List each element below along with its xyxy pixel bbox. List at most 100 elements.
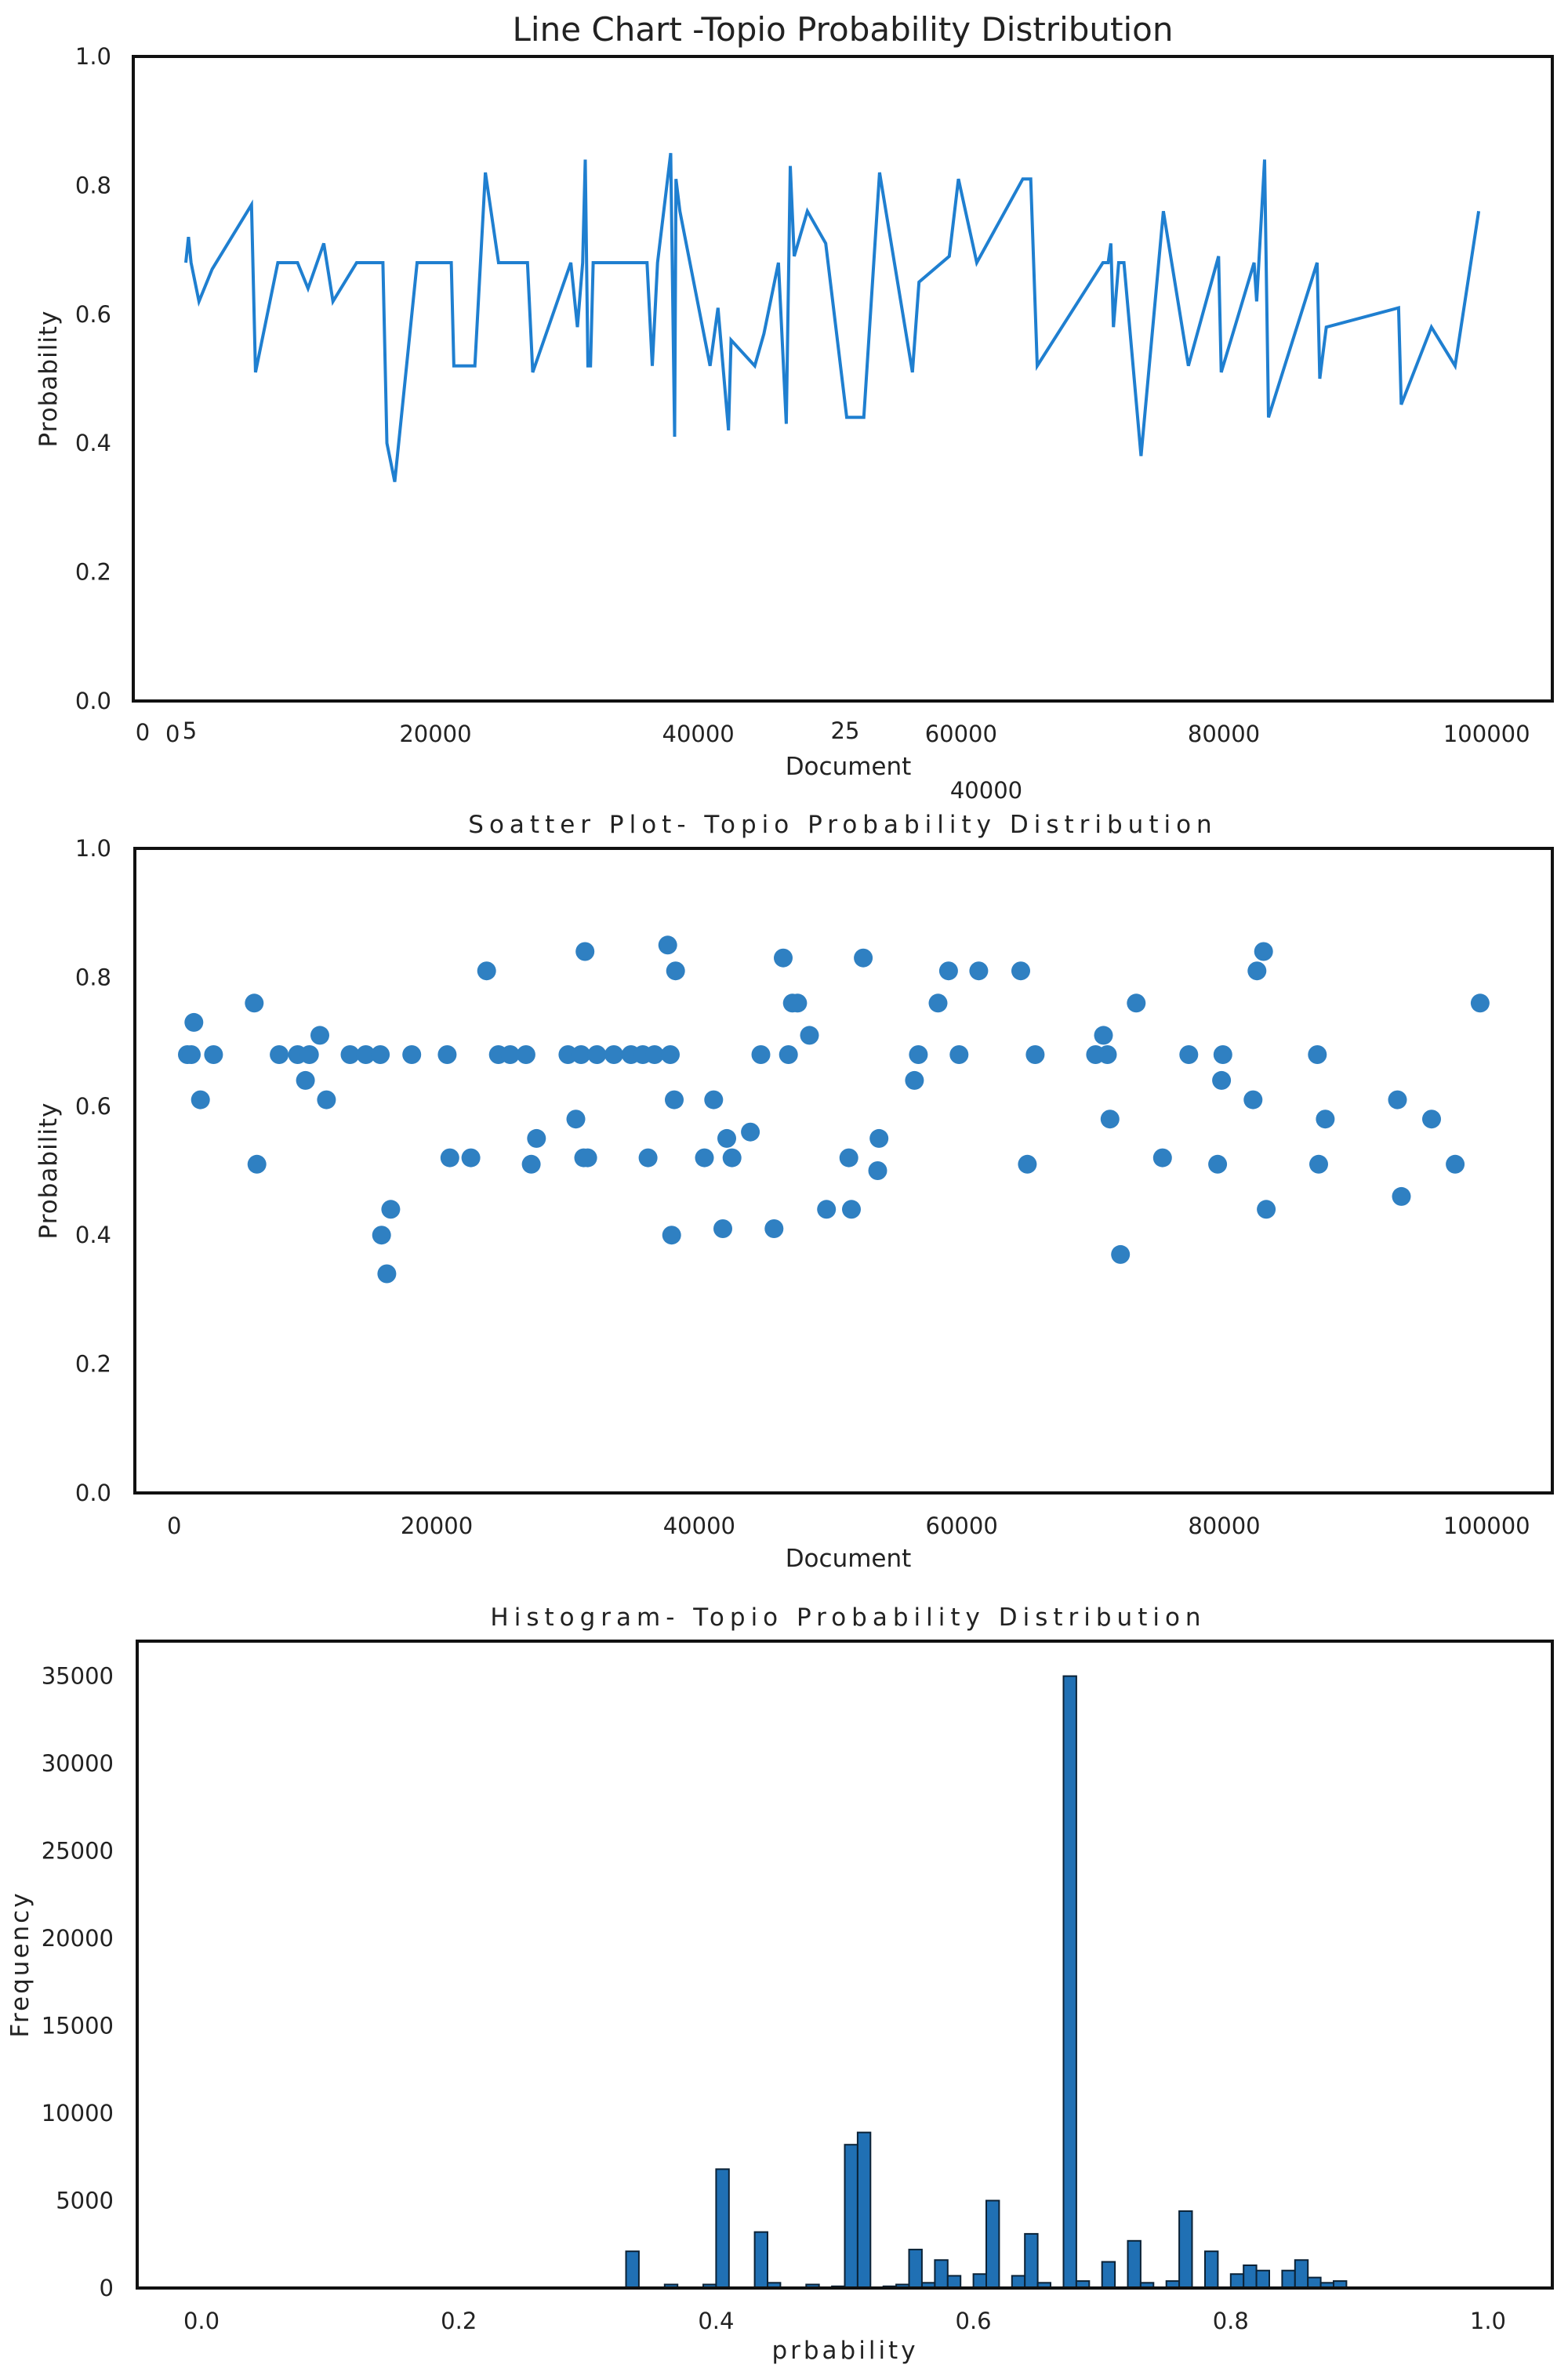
x-tick-label: 0 (167, 1513, 181, 1539)
histogram-bar (908, 2248, 923, 2289)
scatter-point (440, 1148, 459, 1168)
scatter-point (854, 948, 873, 968)
scatter-point (377, 1264, 397, 1284)
histogram-panel: Histogram- Topio Probability Distributio… (6, 1603, 1554, 2365)
line-chart-y-axis-label: Probability (34, 311, 63, 448)
histogram-x-ticks: 0.0 0.2 0.4 0.6 0.8 1.0 (183, 2308, 1506, 2334)
scatter-point (527, 1128, 546, 1148)
histogram-bar (1281, 2269, 1296, 2289)
scatter-plot-panel: Soatter Plot- Topio Probability Distribu… (34, 811, 1554, 1573)
scatter-point (868, 1161, 887, 1180)
line-chart-extra-x-label: 0 (136, 719, 150, 746)
scatter-point (817, 1200, 837, 1219)
scatter-point (928, 993, 948, 1013)
histogram-bar (1178, 2210, 1193, 2289)
line-chart-extra-x-label: 5 (183, 717, 197, 744)
line-chart-panel: Line Chart -Topio Probability Distributi… (34, 10, 1554, 804)
line-chart-title: Line Chart -Topio Probability Distributi… (513, 10, 1174, 49)
scatter-point (662, 1226, 681, 1245)
histogram-bar (1062, 1675, 1077, 2290)
histogram-y-axis-label: Frequency (6, 1890, 34, 2037)
scatter-point (779, 1045, 798, 1064)
scatter-plot-x-axis-label: Document (786, 1545, 912, 1573)
scatter-point (1213, 1045, 1232, 1064)
x-tick-label: 0.4 (698, 2308, 734, 2334)
scatter-point (572, 1045, 591, 1064)
scatter-point (1470, 993, 1490, 1013)
histogram-bar (946, 2275, 962, 2289)
scatter-point (665, 1090, 684, 1110)
x-tick-label: 0.6 (956, 2308, 992, 2334)
scatter-point (788, 993, 808, 1013)
y-tick-label: 0.0 (75, 688, 111, 714)
line-chart-frame (132, 55, 1554, 703)
scatter-point (310, 1026, 329, 1045)
y-tick-label: 0.2 (75, 1351, 111, 1378)
scatter-point (372, 1226, 391, 1245)
scatter-point (722, 1148, 742, 1168)
scatter-point (842, 1200, 861, 1219)
histogram-bar (1294, 2259, 1309, 2290)
scatter-point (1392, 1186, 1411, 1206)
scatter-point (521, 1154, 541, 1174)
scatter-point (1212, 1070, 1232, 1090)
y-tick-label: 30000 (42, 1750, 114, 1777)
scatter-point (340, 1045, 360, 1064)
histogram-marks (625, 1675, 1348, 2290)
scatter-point (751, 1045, 771, 1064)
scatter-plot-frame (133, 847, 1554, 1495)
histogram-title: Histogram- Topio Probability Distributio… (490, 1603, 1206, 1632)
scatter-point (1254, 942, 1273, 961)
scatter-point (938, 961, 958, 981)
scatter-point (839, 1148, 858, 1168)
scatter-point (666, 961, 685, 981)
y-tick-label: 0.6 (75, 301, 111, 328)
scatter-point (638, 1148, 658, 1168)
histogram-bar (1307, 2276, 1322, 2290)
scatter-point (1388, 1090, 1407, 1110)
x-tick-label: 100000 (1443, 1513, 1530, 1539)
y-tick-label: 0.4 (75, 1222, 111, 1248)
scatter-point (191, 1090, 210, 1110)
scatter-point (356, 1045, 376, 1064)
y-tick-label: 0.6 (75, 1093, 111, 1120)
scatter-point (1011, 961, 1030, 981)
scatter-point (658, 935, 677, 955)
y-tick-label: 0.8 (75, 964, 111, 990)
scatter-point (461, 1148, 481, 1168)
scatter-point (1257, 1200, 1276, 1219)
scatter-point (578, 1148, 597, 1168)
y-tick-label: 20000 (42, 1925, 114, 1952)
y-tick-label: 35000 (42, 1663, 114, 1690)
scatter-point (741, 1122, 760, 1142)
scatter-point (969, 961, 989, 981)
scatter-point (296, 1070, 315, 1090)
histogram-bar (1204, 2250, 1219, 2289)
scatter-point (184, 1012, 204, 1032)
scatter-point (1208, 1154, 1228, 1174)
x-tick-label: 0.2 (441, 2308, 477, 2334)
scatter-point (704, 1090, 724, 1110)
scatter-point (1018, 1154, 1037, 1174)
scatter-point (317, 1090, 336, 1110)
x-tick-label: 40000 (662, 721, 735, 747)
histogram-bar (1255, 2269, 1270, 2289)
scatter-point (247, 1154, 267, 1174)
x-tick-label: 20000 (401, 1513, 473, 1539)
histogram-bar (856, 2131, 872, 2290)
x-tick-label: 20000 (399, 721, 471, 747)
histogram-bar (1101, 2261, 1116, 2290)
scatter-point (695, 1148, 714, 1168)
y-tick-label: 5000 (56, 2188, 114, 2214)
scatter-point (713, 1219, 732, 1238)
scatter-point (1243, 1090, 1263, 1110)
histogram-y-ticks: 0 5000 10000 15000 20000 25000 30000 35000 (42, 1663, 114, 2301)
histogram-bar (985, 2199, 1000, 2289)
scatter-point (182, 1045, 201, 1064)
scatter-point (558, 1045, 578, 1064)
y-tick-label: 0.2 (75, 559, 111, 586)
scatter-point (1100, 1110, 1120, 1129)
scatter-point (500, 1045, 520, 1064)
scatter-point (717, 1128, 736, 1148)
